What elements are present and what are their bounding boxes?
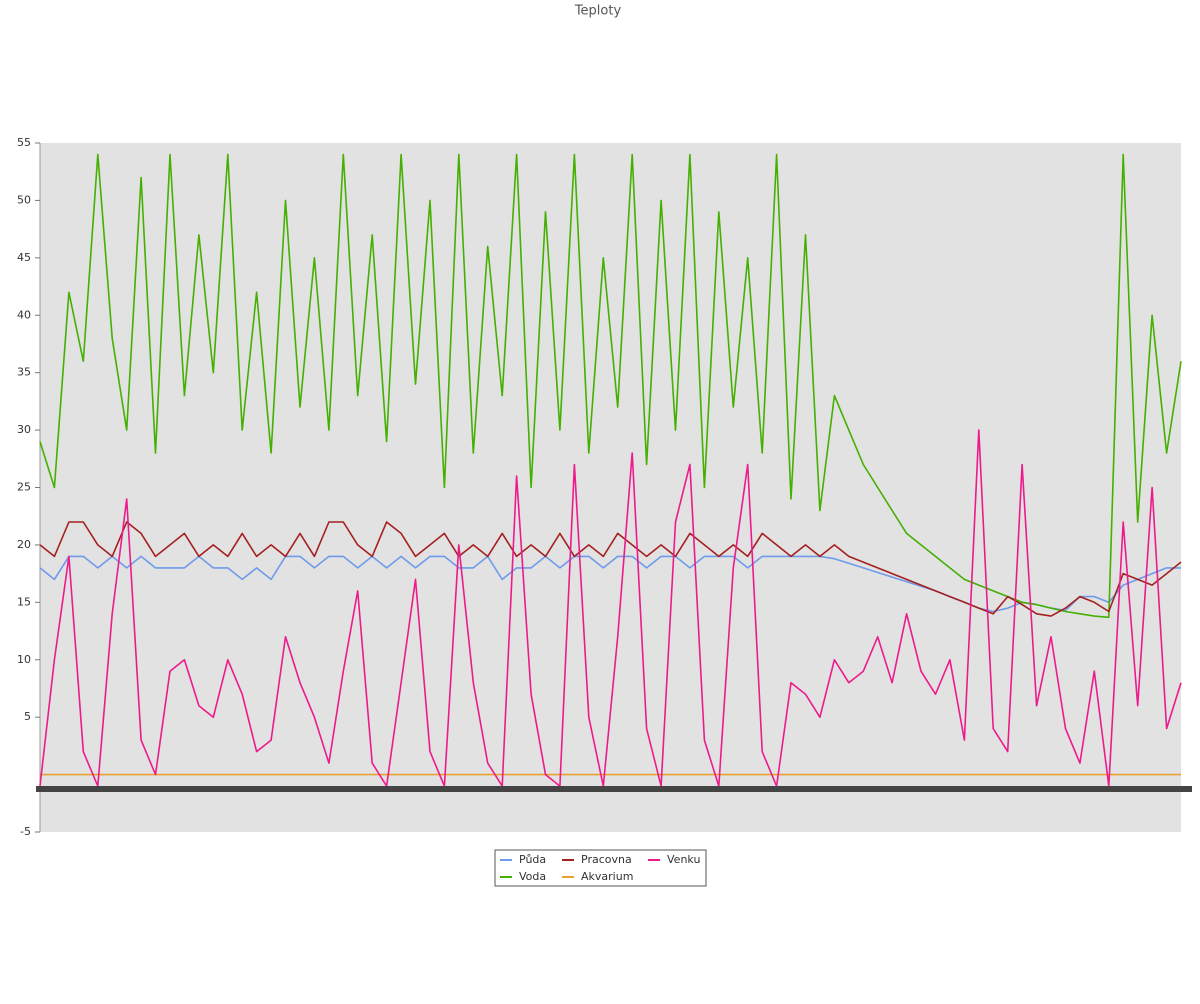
legend-label: Voda [519,870,546,883]
y-tick-label: 30 [17,423,31,436]
legend-label: Půda [519,853,546,866]
y-tick-label: 20 [17,538,31,551]
y-tick-label: 50 [17,193,31,206]
axis-bar [36,786,1192,792]
legend-label: Pracovna [581,853,632,866]
legend-label: Akvarium [581,870,633,883]
chart-title: Teploty [574,4,622,19]
plot-area [40,143,1181,832]
series-line [39,521,1182,617]
y-tick-label: 55 [17,136,31,149]
y-tick-label: 5 [24,710,31,723]
y-tick-label: 15 [17,595,31,608]
y-tick-label: 45 [17,251,31,264]
legend-box [494,849,707,887]
y-tick-label: 25 [17,481,31,494]
series-line [39,555,1181,613]
y-tick-label: 10 [17,653,31,666]
y-tick-label: -5 [20,825,31,838]
legend-label: Venku [667,853,700,866]
series-line [39,429,1182,787]
y-tick-label: 40 [17,308,31,321]
y-tick-label: 35 [17,366,31,379]
series-line [39,153,1182,619]
series-group [39,153,1182,787]
